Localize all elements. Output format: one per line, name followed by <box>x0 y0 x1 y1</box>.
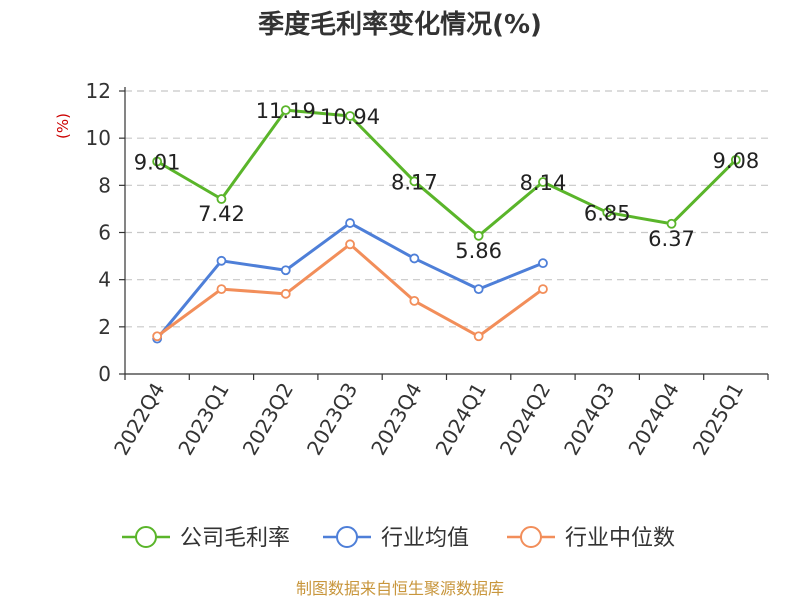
data-label: 5.86 <box>455 239 502 263</box>
y-tick-label: 6 <box>98 221 111 245</box>
y-tick-labels: 0 2 4 6 8 10 12 <box>86 79 111 386</box>
legend-marker-2 <box>520 526 542 548</box>
data-label: 9.01 <box>134 151 181 175</box>
data-label: 6.37 <box>648 227 695 251</box>
legend-label-1: 行业均值 <box>381 526 469 551</box>
legend-marker-1 <box>336 526 358 548</box>
series-point-0 <box>666 218 677 229</box>
data-label: 8.14 <box>520 171 567 195</box>
legend-label-2: 行业中位数 <box>565 526 675 551</box>
series-point-1 <box>473 284 484 295</box>
series-point-2 <box>216 284 227 295</box>
series-point-1 <box>280 265 291 276</box>
x-tick-label: 2024Q3 <box>559 379 619 460</box>
series-point-1 <box>538 258 548 269</box>
data-label: 9.08 <box>712 149 759 173</box>
series-point-0 <box>602 207 613 218</box>
x-tick-label: 2023Q2 <box>238 379 298 460</box>
x-tick-label: 2024Q4 <box>623 379 683 460</box>
series-point-0 <box>409 176 420 187</box>
data-label: 10.94 <box>320 105 380 129</box>
axes <box>119 87 769 380</box>
data-label: 8.17 <box>391 170 438 194</box>
x-tick-label: 2022Q4 <box>109 379 169 460</box>
data-label: 7.42 <box>198 202 245 226</box>
series-point-0 <box>345 111 355 121</box>
data-label: 11.19 <box>256 99 316 123</box>
series-point-0 <box>216 194 227 204</box>
x-tick-label: 2023Q1 <box>173 379 233 460</box>
series-point-1 <box>345 218 355 228</box>
x-tick-label: 2025Q1 <box>688 379 748 460</box>
y-axis-label: (%) <box>54 113 72 139</box>
series-point-2 <box>280 288 291 299</box>
chart-title: 季度毛利率变化情况(%) <box>258 9 542 40</box>
series-point-1 <box>409 253 420 264</box>
series-point-1 <box>216 255 227 266</box>
x-tick-label: 2024Q2 <box>495 379 555 460</box>
source-note: 制图数据来自恒生聚源数据库 <box>296 579 504 598</box>
series-point-0 <box>473 230 484 241</box>
legend: 公司毛利率 行业均值 行业中位数 <box>122 526 675 551</box>
data-labels: 9.01 7.42 11.19 10.94 8.17 5.86 8.14 6.85 6.37 9.… <box>134 99 759 263</box>
legend-label-0: 公司毛利率 <box>180 526 290 551</box>
y-tick-label: 0 <box>98 362 111 386</box>
x-tick-label: 2024Q1 <box>431 379 491 460</box>
y-tick-label: 4 <box>98 268 111 292</box>
series-point-0 <box>730 154 741 165</box>
y-tick-label: 10 <box>86 126 111 150</box>
series-point-0 <box>152 156 163 167</box>
series-group <box>152 105 741 344</box>
series-point-2 <box>538 284 548 295</box>
series-point-2 <box>152 331 163 342</box>
x-tick-label: 2023Q3 <box>302 379 362 460</box>
series-line-0 <box>156 108 737 238</box>
data-label: 6.85 <box>584 201 631 225</box>
x-tick-label: 2023Q4 <box>366 379 426 460</box>
y-tick-label: 2 <box>98 315 111 339</box>
legend-marker-0 <box>135 526 157 548</box>
series-point-2 <box>409 295 420 306</box>
series-point-0 <box>538 177 548 187</box>
series-point-0 <box>280 105 291 116</box>
y-tick-label: 12 <box>86 79 111 103</box>
series-point-2 <box>473 331 484 342</box>
y-tick-label: 8 <box>98 173 111 197</box>
x-tick-labels: 2022Q4 2023Q1 2023Q2 2023Q3 2023Q4 2024Q1 2024… <box>109 379 748 460</box>
series-point-2 <box>345 239 355 250</box>
